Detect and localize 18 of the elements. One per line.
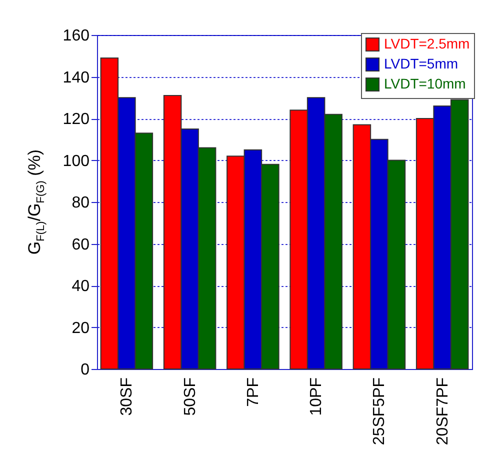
y-tick-label: 80 — [72, 194, 90, 212]
y-tick-label: 100 — [62, 152, 90, 170]
y-tick-label: 0 — [80, 362, 90, 378]
y-tick-label: 40 — [72, 278, 90, 295]
x-tick-label: 20SF7PF — [434, 377, 452, 446]
y-tick-label: 60 — [72, 236, 90, 254]
legend-label: LVDT=2.5mm — [384, 36, 470, 52]
y-tick-label: 20 — [72, 320, 90, 337]
y-tick-label: 160 — [62, 28, 90, 44]
x-tick-label: 7PF — [244, 377, 262, 407]
legend-label: LVDT=10mm — [384, 76, 466, 92]
y-tick-label: 120 — [62, 111, 90, 128]
x-tick-label: 25SF5PF — [371, 377, 388, 446]
x-tick-label: 10PF — [308, 377, 326, 416]
y-tick-label: 140 — [62, 69, 90, 86]
x-tick-label: 30SF — [118, 377, 136, 416]
x-tick-label: 50SF — [182, 377, 199, 416]
legend-label: LVDT=5mm — [384, 56, 458, 72]
